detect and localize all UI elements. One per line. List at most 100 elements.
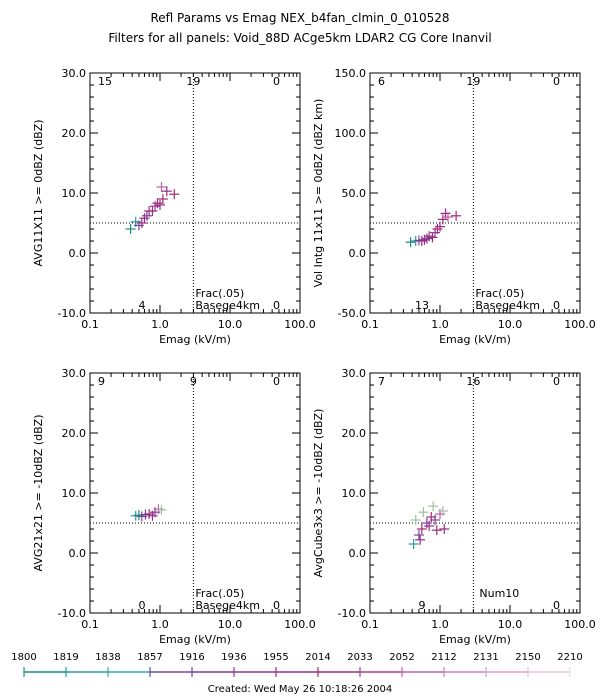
scatter-panel-2: 0.1 1.0 10.0 100.0 -50.0 0.0 50.0 100.0 150.0 Ema… — [312, 67, 596, 346]
data-point — [451, 210, 462, 221]
count-bottom-mid: 0 — [139, 599, 146, 612]
x-tick-label: 0.1 — [361, 318, 379, 331]
scatter-panel-4: 0.1 1.0 10.0 100.0 -10.0 0.0 10.0 20.0 30.0 Emag … — [312, 367, 596, 646]
y-tick-label: -10.0 — [58, 307, 86, 320]
x-tick-label: 100.0 — [564, 618, 596, 631]
y-tick-label: 20.0 — [342, 427, 367, 440]
y-tick-label: 100.0 — [335, 127, 367, 140]
data-point — [139, 213, 150, 224]
data-point — [141, 210, 152, 221]
y-tick-label: 0.0 — [69, 247, 87, 260]
count-top-mid: 16 — [466, 375, 480, 388]
x-tick-label: 10.0 — [498, 618, 523, 631]
annotation-filter: Frac(.05) — [475, 287, 524, 300]
data-point — [152, 198, 163, 209]
colorbar-label: 1955 — [263, 652, 288, 663]
colorbar-label: 2033 — [347, 652, 372, 663]
data-point — [432, 224, 443, 234]
x-tick-label: 0.1 — [81, 618, 99, 631]
x-tick-label: 10.0 — [218, 318, 243, 331]
data-point — [161, 186, 172, 197]
data-point — [416, 236, 427, 246]
y-tick-label: -50.0 — [338, 307, 366, 320]
data-point — [408, 539, 419, 549]
data-point — [125, 224, 136, 234]
data-point — [431, 525, 442, 536]
data-point — [437, 214, 448, 225]
data-point — [405, 237, 416, 248]
count-bottom-right: 0 — [273, 299, 280, 312]
y-axis-label: AVG11X11 >= 0dBZ (dBZ) — [32, 119, 45, 266]
y-tick-label: 10.0 — [342, 487, 367, 500]
y-tick-label: 10.0 — [62, 187, 87, 200]
x-tick-label: 100.0 — [284, 618, 316, 631]
x-tick-label: 100.0 — [564, 318, 596, 331]
x-tick-label: 1.0 — [431, 618, 449, 631]
y-tick-label: 20.0 — [62, 127, 87, 140]
x-tick-label: 100.0 — [284, 318, 316, 331]
count-top-left: 7 — [378, 375, 385, 388]
plot-frame — [369, 372, 581, 614]
y-tick-label: 10.0 — [62, 487, 87, 500]
count-top-right: 0 — [273, 375, 280, 388]
x-tick-label: 0.1 — [361, 618, 379, 631]
data-point — [435, 221, 445, 232]
y-axis-label: AVG21x21 >= -10dBZ (dBZ) — [32, 415, 45, 572]
scatter-panel-1: 0.1 1.0 10.0 100.0 -10.0 0.0 10.0 20.0 30.0 Emag … — [32, 67, 316, 346]
data-point — [156, 182, 167, 192]
count-top-left: 15 — [98, 75, 112, 88]
plot-frame — [89, 72, 301, 314]
colorbar-label: 2131 — [473, 652, 498, 663]
colorbar-label: 1800 — [11, 652, 36, 663]
plot-frame — [369, 72, 581, 314]
data-point — [410, 515, 421, 525]
data-point — [156, 504, 167, 515]
y-tick-label: -10.0 — [58, 607, 86, 620]
created-timestamp: Created: Wed May 26 10:18:26 2004 — [208, 684, 392, 695]
x-tick-label: 10.0 — [498, 318, 523, 331]
data-point — [136, 218, 147, 228]
colorbar-label: 1916 — [179, 652, 204, 663]
year-colorbar: 1800 1819 1838 1857 1916 1936 1955 2014 2033 2052… — [11, 652, 583, 677]
count-top-mid: 19 — [186, 75, 200, 88]
colorbar-label: 2014 — [305, 652, 330, 663]
x-axis-label: Emag (kV/m) — [159, 633, 231, 646]
y-tick-label: 30.0 — [342, 367, 367, 380]
data-point — [416, 524, 427, 534]
x-tick-label: 0.1 — [81, 318, 99, 331]
x-tick-label: 1.0 — [151, 318, 169, 331]
y-axis-label: AvgCube3x3 >= -10dBZ (dBZ) — [312, 409, 325, 578]
count-bottom-right: 0 — [553, 599, 560, 612]
x-tick-label: 10.0 — [218, 618, 243, 631]
count-top-mid: 19 — [466, 75, 480, 88]
count-top-right: 0 — [553, 75, 560, 88]
annotation-base: Basege4km — [475, 299, 540, 312]
count-top-mid: 9 — [190, 375, 197, 388]
y-tick-label: 50.0 — [342, 187, 367, 200]
colorbar-label: 2112 — [431, 652, 456, 663]
data-point — [413, 530, 424, 540]
annotation-base: Basege4km — [195, 599, 260, 612]
panels-group: 0.1 1.0 10.0 100.0 -10.0 0.0 10.0 20.0 30.0 Emag … — [32, 67, 596, 646]
count-bottom-mid: 4 — [139, 299, 146, 312]
annotation-num: Num10 — [479, 587, 519, 600]
count-top-left: 6 — [378, 75, 385, 88]
count-bottom-right: 0 — [553, 299, 560, 312]
y-tick-label: 0.0 — [349, 547, 367, 560]
y-tick-label: 150.0 — [335, 67, 367, 80]
scatter-panel-3: 0.1 1.0 10.0 100.0 -10.0 0.0 10.0 20.0 30.0 Emag … — [32, 367, 316, 646]
y-tick-label: 30.0 — [62, 367, 87, 380]
x-axis-label: Emag (kV/m) — [159, 333, 231, 346]
data-point — [421, 233, 432, 244]
data-point — [418, 507, 429, 518]
data-point — [430, 515, 441, 525]
y-tick-label: -10.0 — [338, 607, 366, 620]
x-axis-label: Emag (kV/m) — [439, 333, 511, 346]
colorbar-label: 2052 — [389, 652, 414, 663]
count-bottom-right: 0 — [273, 599, 280, 612]
count-top-right: 0 — [273, 75, 280, 88]
x-tick-label: 1.0 — [151, 618, 169, 631]
figure-title: Refl Params vs Emag NEX_b4fan_clmin_0_01… — [150, 11, 449, 25]
y-tick-label: 0.0 — [349, 247, 367, 260]
